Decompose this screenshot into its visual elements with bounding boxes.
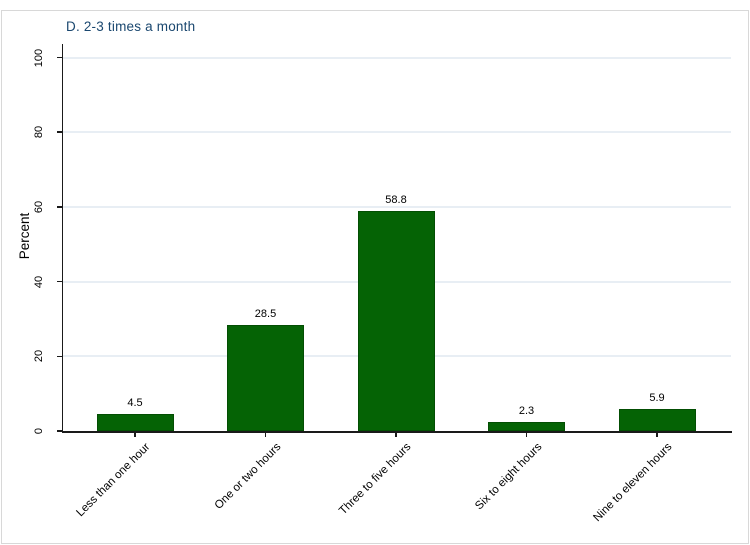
x-category-label: Three to five hours [337, 441, 414, 518]
y-axis-tick [57, 56, 63, 59]
gridline [63, 56, 731, 59]
y-tick-label: 100 [33, 48, 45, 67]
x-category-label: Six to eight hours [472, 441, 544, 513]
chart-title: D. 2-3 times a month [66, 19, 196, 34]
bar-value-label: 4.5 [127, 397, 143, 410]
y-tick-label: 60 [33, 200, 45, 214]
gridline [63, 131, 731, 134]
x-axis-tick [264, 432, 267, 437]
x-axis-tick [525, 432, 528, 437]
y-axis-title: Percent [17, 212, 32, 260]
bar [488, 422, 565, 431]
y-axis-tick [57, 280, 63, 283]
x-category-label: Less than one hour [74, 441, 153, 520]
x-axis-tick [134, 432, 136, 437]
y-axis-line [61, 44, 63, 433]
bar [227, 324, 304, 431]
bar [96, 414, 174, 431]
bar-value-label: 58.8 [385, 194, 407, 207]
y-axis-tick [57, 430, 63, 432]
bar-value-label: 5.9 [649, 391, 665, 404]
y-axis-tick [57, 131, 63, 133]
x-axis-tick [656, 432, 658, 437]
bar [618, 408, 696, 431]
x-category-label: One or two hours [212, 441, 283, 512]
x-category-label: Nine to eleven hours [591, 441, 675, 525]
y-tick-label: 20 [33, 350, 45, 363]
bar [357, 211, 435, 431]
y-tick-label: 40 [33, 275, 45, 288]
x-axis-tick [395, 432, 397, 437]
bar-value-label: 2.3 [518, 405, 535, 418]
x-axis-line [61, 430, 732, 433]
gridline [63, 205, 731, 208]
y-axis-tick [57, 206, 63, 208]
y-tick-label: 80 [33, 126, 45, 139]
y-tick-label: 0 [33, 427, 45, 435]
bar-value-label: 28.5 [254, 307, 277, 320]
y-axis-tick [57, 355, 63, 358]
